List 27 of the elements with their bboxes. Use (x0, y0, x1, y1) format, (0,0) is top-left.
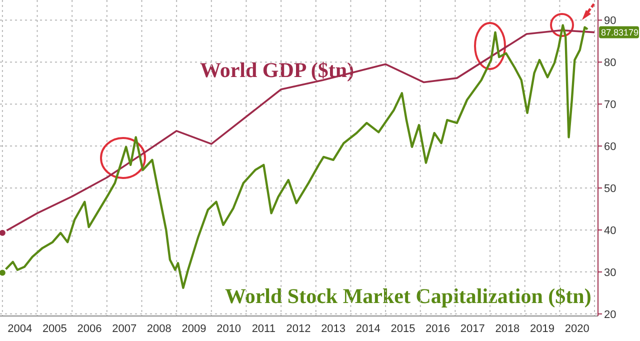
x-tick-label: 2014 (356, 322, 380, 335)
x-tick-label: 2011 (252, 322, 276, 335)
x-tick-label: 2005 (42, 322, 67, 335)
y-tick-label: 50 (604, 182, 616, 195)
x-tick-label: 2018 (495, 322, 520, 335)
x-tick-label: 2004 (8, 322, 32, 335)
x-tick-label: 2016 (426, 322, 450, 335)
x-tick-label: 2013 (321, 322, 346, 335)
data-label: 87.83179 (601, 28, 639, 38)
x-tick-label: 2010 (216, 322, 242, 335)
y-tick-label: 90 (604, 15, 616, 28)
x-tick-label: 2012 (286, 322, 311, 335)
x-tick-label: 2009 (182, 322, 206, 335)
x-tick-label: 2020 (564, 322, 590, 335)
y-tick-label: 80 (604, 57, 616, 70)
series-label: World Stock Market Capitalization ($tn) (225, 284, 592, 308)
y-tick-label: 40 (604, 224, 616, 237)
x-tick-label: 2017 (460, 322, 485, 335)
x-tick-label: 2006 (77, 322, 102, 335)
y-tick-label: 60 (604, 140, 616, 153)
x-tick-label: 2007 (112, 322, 137, 335)
y-tick-label: 70 (604, 98, 616, 111)
x-tick-label: 2019 (530, 322, 555, 335)
x-tick-label: 2008 (146, 322, 172, 335)
y-tick-label: 20 (604, 308, 616, 321)
x-tick-label: 2015 (390, 322, 416, 335)
y-tick-label: 30 (604, 266, 616, 279)
